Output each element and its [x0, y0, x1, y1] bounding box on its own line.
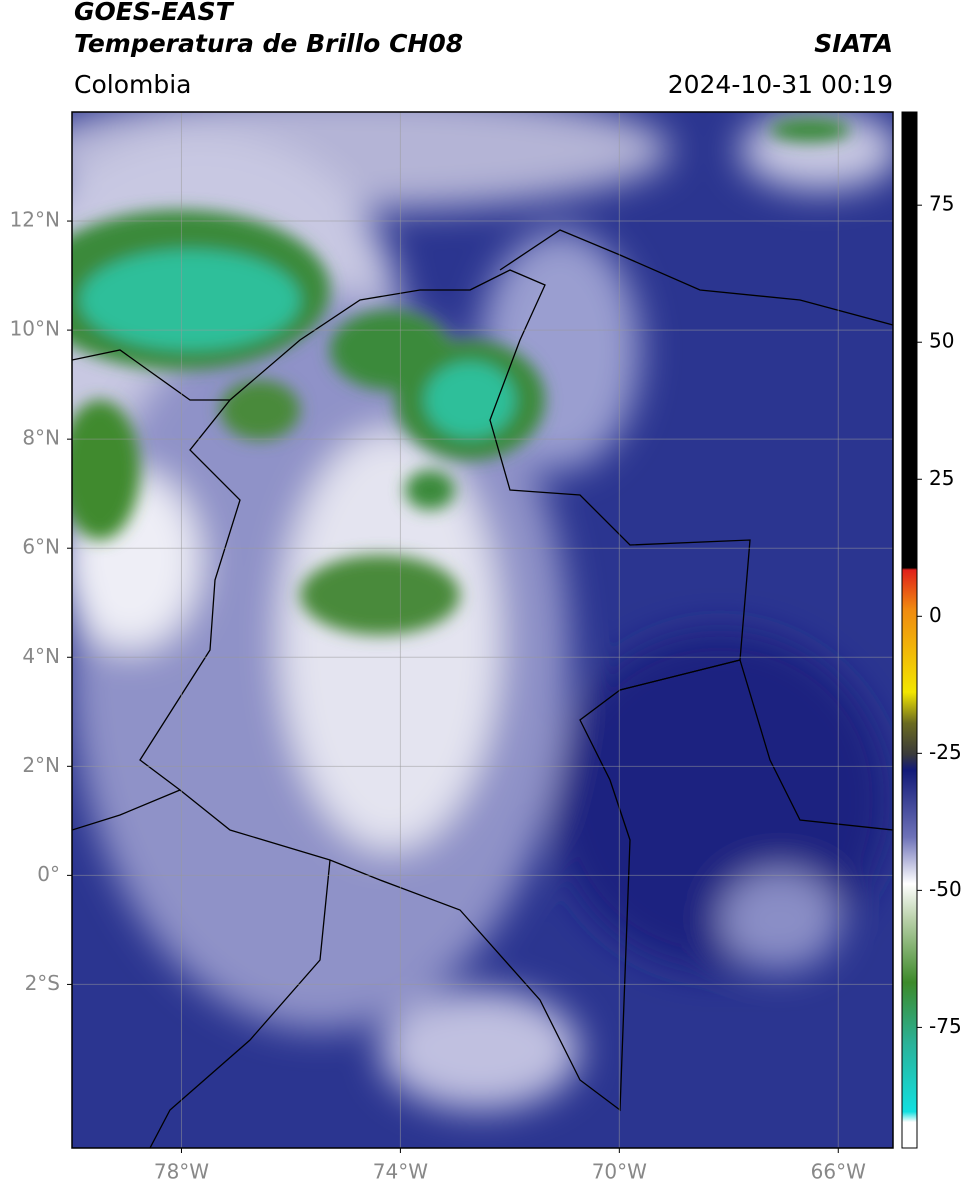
source: SIATA: [814, 29, 893, 58]
y-tick-label: 12°N: [10, 208, 60, 232]
graticule: [72, 112, 893, 1148]
y-tick-label: 6°N: [22, 535, 60, 559]
y-tick-label: 10°N: [10, 317, 60, 341]
datetime: 2024-10-31 00:19: [668, 70, 893, 99]
colorbar-tick-label: 25: [929, 466, 954, 490]
x-tick-label: 66°W: [811, 1160, 866, 1184]
y-tick-label: 4°N: [22, 644, 60, 668]
subtitle: Temperatura de Brillo CH08: [74, 29, 463, 58]
x-tick-label: 78°W: [154, 1160, 209, 1184]
map-frame: [71, 111, 894, 1149]
region: Colombia: [74, 70, 191, 99]
x-tick-label: 74°W: [373, 1160, 428, 1184]
y-tick-label: 8°N: [22, 426, 60, 450]
colorbar-tick-label: -50: [929, 877, 962, 901]
colorbar-tick-label: -75: [929, 1014, 962, 1038]
y-tick-label: 2°S: [25, 971, 60, 995]
colorbar-tick-label: 0: [929, 603, 942, 627]
colorbar: [901, 111, 918, 1149]
y-tick-label: 2°N: [22, 753, 60, 777]
y-tick-label: 0°: [37, 862, 60, 886]
satellite-image: [72, 112, 893, 1148]
colorbar-tick-label: 50: [929, 329, 954, 353]
colorbar-tick-label: 75: [929, 192, 954, 216]
colorbar-tick-label: -25: [929, 740, 962, 764]
title: GOES-EAST: [74, 0, 235, 26]
x-tick-label: 70°W: [592, 1160, 647, 1184]
